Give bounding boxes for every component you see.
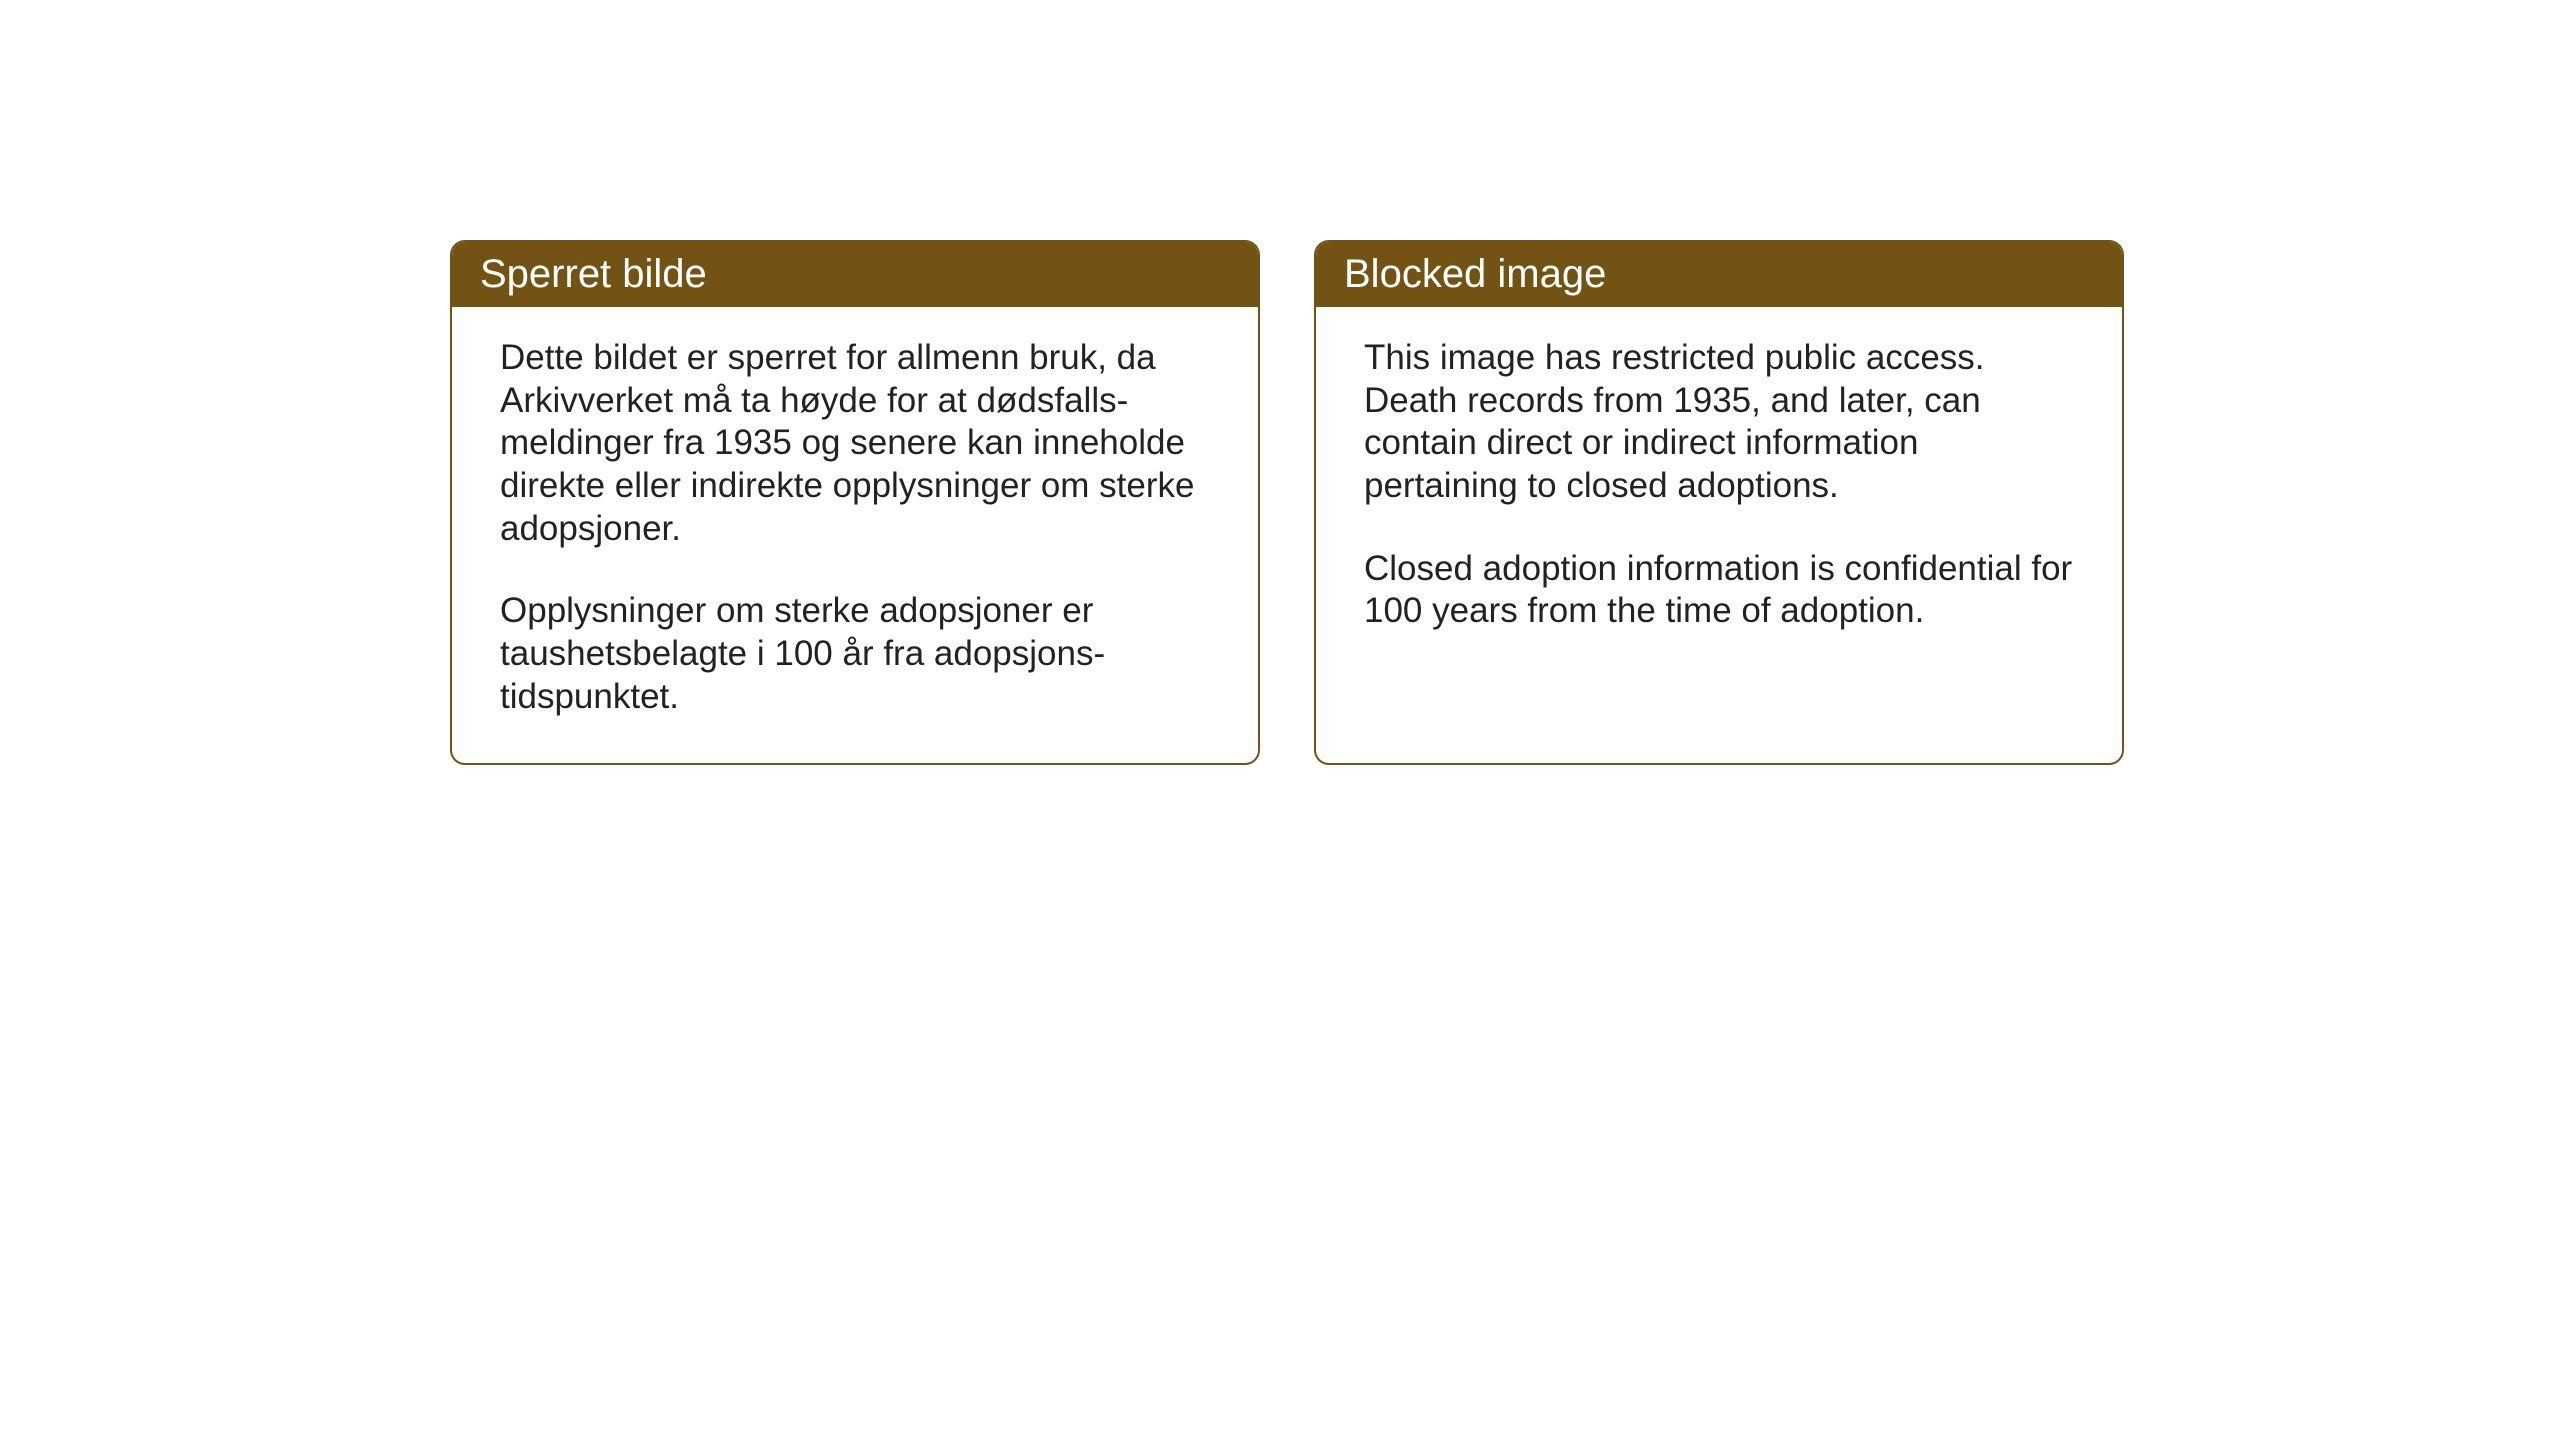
card-paragraph: This image has restricted public access.… bbox=[1364, 337, 2074, 508]
card-norwegian: Sperret bilde Dette bildet er sperret fo… bbox=[450, 240, 1260, 765]
cards-container: Sperret bilde Dette bildet er sperret fo… bbox=[450, 240, 2124, 765]
card-header: Sperret bilde bbox=[452, 242, 1258, 307]
card-header: Blocked image bbox=[1316, 242, 2122, 307]
card-paragraph: Dette bildet er sperret for allmenn bruk… bbox=[500, 337, 1210, 550]
card-body: Dette bildet er sperret for allmenn bruk… bbox=[452, 307, 1258, 763]
card-title: Blocked image bbox=[1344, 252, 1606, 296]
card-paragraph: Opplysninger om sterke adopsjoner er tau… bbox=[500, 590, 1210, 718]
card-paragraph: Closed adoption information is confident… bbox=[1364, 548, 2074, 633]
card-english: Blocked image This image has restricted … bbox=[1314, 240, 2124, 765]
card-title: Sperret bilde bbox=[480, 252, 707, 296]
card-body: This image has restricted public access.… bbox=[1316, 307, 2122, 727]
